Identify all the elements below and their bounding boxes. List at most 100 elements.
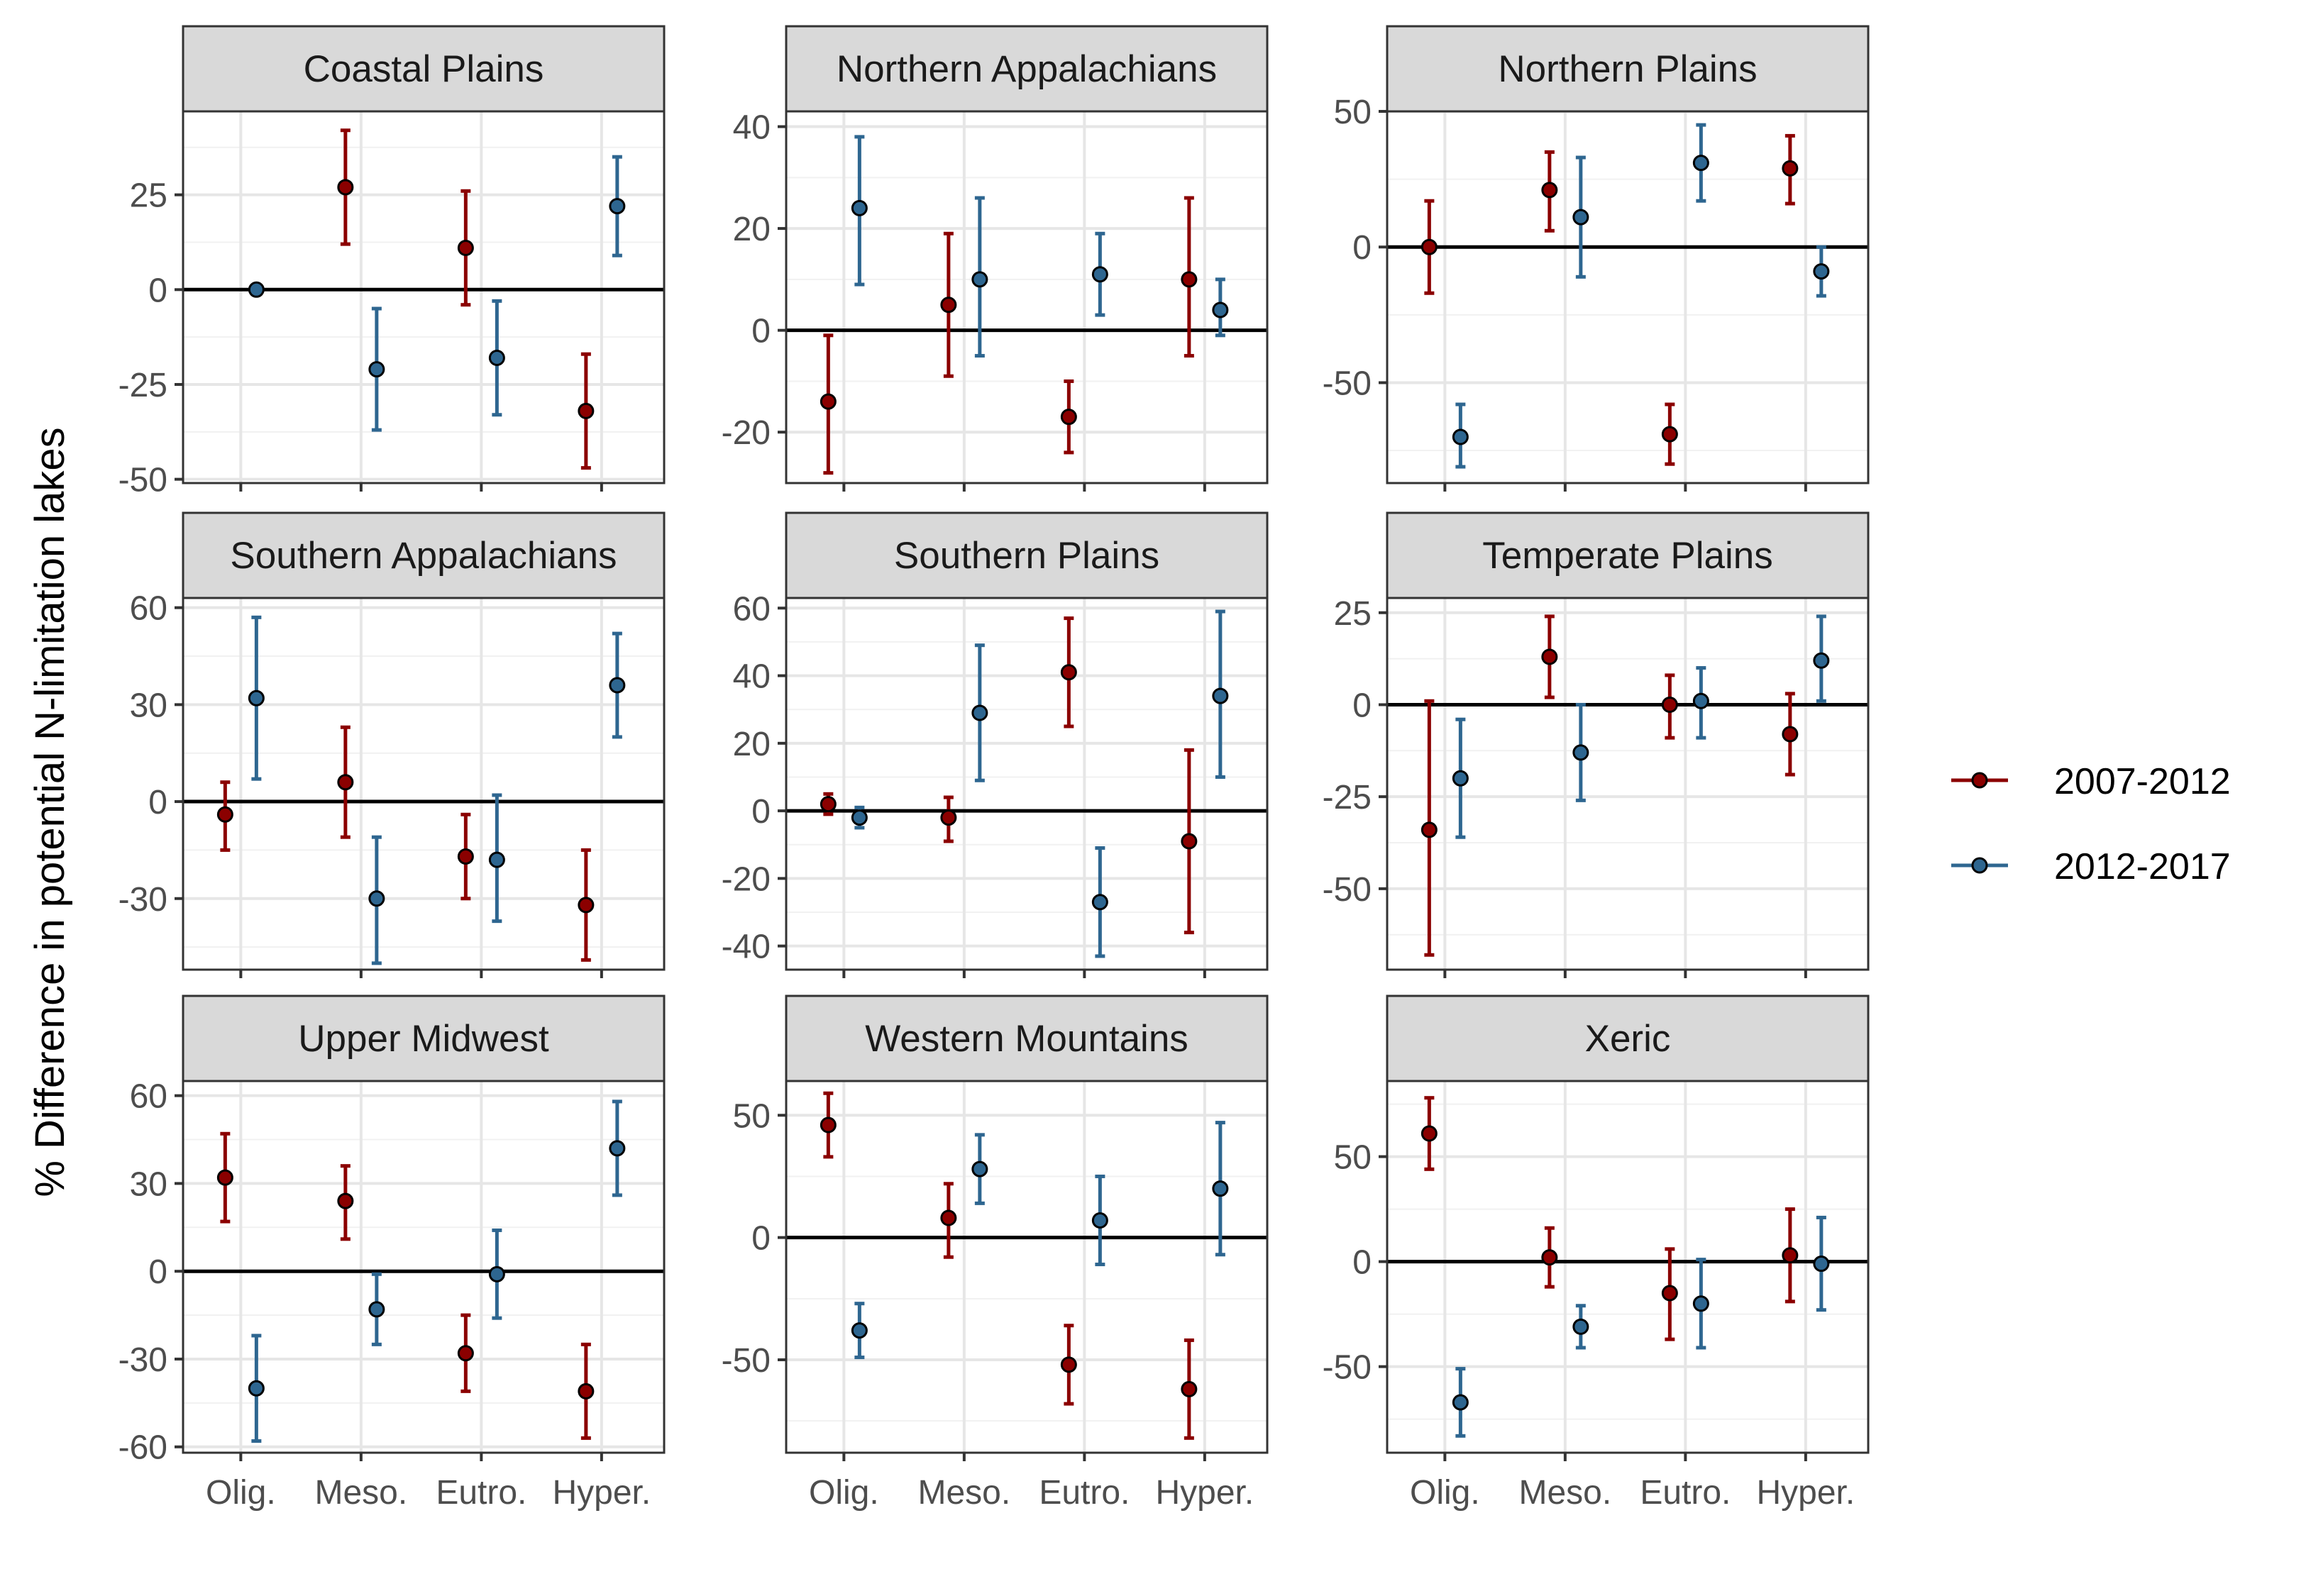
point-2007-2012-meso [940, 297, 957, 314]
point-2007-2012-hyper [1782, 726, 1799, 743]
point-2012-2017-hyper [1212, 1180, 1229, 1197]
y-tick-label: 0 [1352, 1244, 1372, 1282]
facet-southern-plains: Southern Plains -40 -20 0 20 40 60 [722, 511, 1269, 978]
strip-title: Western Mountains [865, 1018, 1188, 1060]
strip-title: Xeric [1585, 1018, 1671, 1060]
y-tick-label: -30 [118, 1341, 167, 1379]
y-tick-label: -50 [1323, 871, 1372, 909]
point-2007-2012-olig [820, 796, 837, 813]
x-tick-label: Hyper. [552, 1474, 651, 1512]
x-tick-label: Eutro. [1039, 1474, 1130, 1512]
y-tick-label: 0 [751, 313, 771, 350]
point-2007-2012-olig [216, 806, 233, 823]
panel-background [1387, 1081, 1868, 1453]
point-2007-2012-eutro [1661, 426, 1678, 443]
series-2012-2017 [851, 135, 1229, 358]
point-2012-2017-olig [248, 1380, 265, 1397]
y-tick-label: 50 [1334, 94, 1372, 131]
point-2012-2017-eutro [488, 350, 505, 367]
point-2012-2017-olig [1452, 1394, 1469, 1411]
x-tick-label: Hyper. [1756, 1474, 1855, 1512]
point-2007-2012-meso [1541, 648, 1558, 665]
point-2007-2012-eutro [1661, 696, 1678, 713]
strip-background [1386, 511, 1870, 599]
point-2007-2012-eutro [457, 848, 474, 865]
point-2007-2012-meso [940, 809, 957, 826]
point-2007-2012-eutro [457, 1345, 474, 1362]
point-2007-2012-eutro [1060, 409, 1077, 426]
series-2007-2012 [820, 616, 1198, 935]
y-tick-label: 0 [751, 793, 771, 831]
y-tick-label: 60 [733, 590, 771, 628]
strip-title: Coastal Plains [304, 48, 544, 90]
series-2007-2012 [1420, 133, 1799, 466]
series-2012-2017 [851, 609, 1229, 958]
point-2012-2017-hyper [1813, 652, 1830, 669]
series-2012-2017 [248, 615, 626, 965]
y-tick-label: -40 [722, 929, 771, 966]
point-2007-2012-hyper [1782, 160, 1799, 177]
panel-background [786, 598, 1267, 970]
point-2012-2017-olig [248, 281, 265, 298]
y-tick-label: -50 [1323, 1349, 1372, 1387]
point-2012-2017-meso [971, 1160, 988, 1177]
point-2012-2017-olig [1452, 428, 1469, 445]
y-tick-label: 0 [751, 1220, 771, 1258]
y-tick-label: -60 [118, 1429, 167, 1467]
y-tick-label: 20 [733, 211, 771, 248]
strip-title: Temperate Plains [1482, 535, 1772, 577]
x-tick-label: Olig. [1410, 1474, 1480, 1512]
series-2012-2017 [851, 1121, 1229, 1360]
y-tick-label: -20 [722, 860, 771, 898]
series-2007-2012 [216, 1131, 595, 1440]
point-2012-2017-olig [1452, 770, 1469, 787]
point-2007-2012-hyper [1181, 833, 1198, 850]
x-tick-label: Meso. [1519, 1474, 1612, 1512]
point-2007-2012-meso [337, 774, 354, 791]
point-2007-2012-olig [820, 393, 837, 410]
legend: 2007-2012 2012-2017 [1951, 761, 2231, 887]
legend-label: 2012-2017 [2054, 846, 2231, 887]
y-tick-label: 40 [733, 109, 771, 147]
point-2012-2017-meso [368, 361, 385, 378]
facet-northern-plains: Northern Plains -50 0 50 [1323, 25, 1870, 492]
y-tick-label: -50 [118, 462, 167, 499]
point-2007-2012-meso [337, 179, 354, 196]
series-2012-2017 [1452, 123, 1830, 469]
point-2012-2017-hyper [1813, 1256, 1830, 1273]
series-2007-2012 [820, 196, 1198, 475]
series-2007-2012 [337, 128, 595, 470]
facet-western-mountains: Western Mountains -50 0 50 Olig. Meso. Eutro. H… [722, 994, 1269, 1512]
x-tick-label: Meso. [315, 1474, 408, 1512]
strip-background [182, 994, 666, 1082]
point-2007-2012-meso [1541, 182, 1558, 199]
point-2007-2012-hyper [1782, 1247, 1799, 1264]
point-2012-2017-eutro [1091, 1212, 1108, 1229]
x-tick-label: Meso. [918, 1474, 1011, 1512]
x-tick-label: Hyper. [1155, 1474, 1254, 1512]
point-2012-2017-eutro [488, 1265, 505, 1282]
panel-background [1387, 598, 1868, 970]
point-2012-2017-hyper [1813, 263, 1830, 280]
series-2007-2012 [216, 725, 595, 962]
point-2007-2012-eutro [1060, 1356, 1077, 1373]
point-2007-2012-olig [1420, 821, 1438, 838]
facet-upper-midwest: Upper Midwest -60 -30 0 30 60 Olig. Meso. Eutro.… [118, 994, 666, 1512]
y-tick-label: -25 [118, 367, 167, 404]
strip-background [1386, 994, 1870, 1082]
y-tick-label: 60 [130, 590, 167, 628]
point-2012-2017-olig [851, 1322, 868, 1339]
point-2007-2012-hyper [578, 897, 595, 914]
series-2007-2012 [820, 1091, 1198, 1440]
x-tick-label: Olig. [809, 1474, 879, 1512]
strip-title: Southern Appalachians [230, 535, 617, 577]
y-tick-label: 50 [733, 1097, 771, 1135]
x-tick-label: Olig. [206, 1474, 276, 1512]
point-2012-2017-hyper [609, 677, 626, 694]
y-tick-label: 20 [733, 726, 771, 763]
y-tick-label: 0 [148, 1253, 167, 1291]
point-2007-2012-hyper [1181, 1380, 1198, 1397]
point-2007-2012-olig [216, 1169, 233, 1186]
y-tick-label: -20 [722, 414, 771, 452]
legend-entry-2012-2017: 2012-2017 [1951, 846, 2231, 887]
